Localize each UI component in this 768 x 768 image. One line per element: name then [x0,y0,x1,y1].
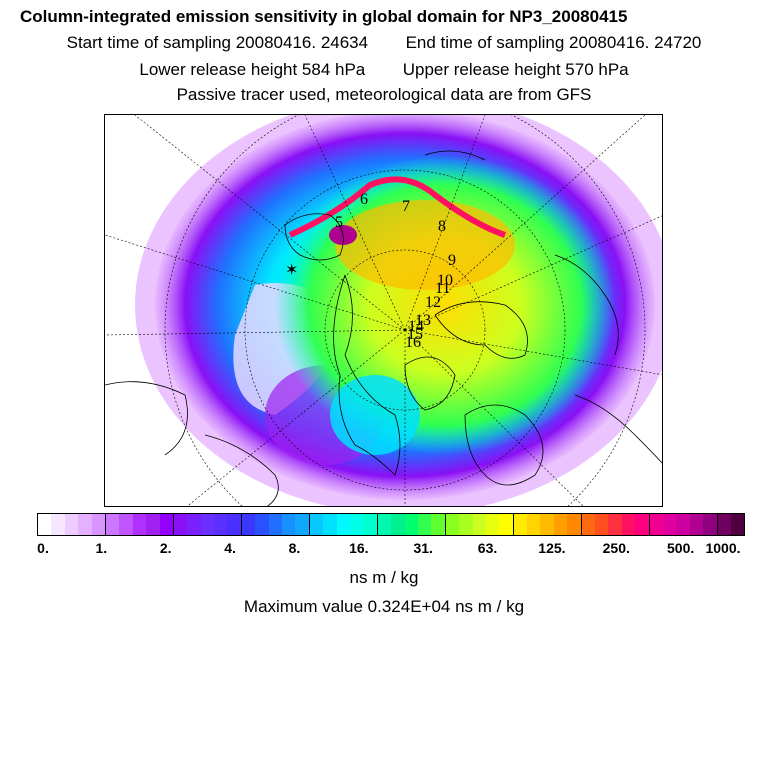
colorbar-swatch [635,514,650,535]
track-label-7: 7 [402,198,410,215]
colorbar-swatch [431,514,446,535]
track-label-13: 13 [415,312,431,329]
colorbar-tick-label: 0. [37,540,49,556]
colorbar-swatch [485,514,500,535]
colorbar-swatch [132,514,147,535]
colorbar-swatch [377,514,392,535]
maximum-value: Maximum value 0.324E+04 ns m / kg [243,597,525,616]
colorbar-unit: ns m / kg [349,568,419,587]
colorbar-swatch [404,514,418,535]
track-label-9: 9 [448,252,456,269]
colorbar-swatch [730,514,745,535]
track-label-14: 14 [408,318,424,335]
sampling-times: Start time of sampling 20080416. 24634 E… [0,33,768,53]
lower-release-label: Lower release height 584 hPa [139,60,366,79]
colorbar-swatch [553,514,568,535]
colorbar-tick-label: 4. [224,540,236,556]
track-label-6: 6 [360,191,368,208]
colorbar-swatch [336,514,350,535]
track-label-10: 10 [437,272,453,289]
colorbar-swatch [78,514,92,535]
colorbar-swatch [703,514,718,535]
colorbar-swatch [227,514,242,535]
track-label-15: 15 [407,326,423,343]
trajectory-arc [288,176,506,238]
colorbar-tick-label: 2. [159,540,172,556]
coastlines [105,150,662,506]
colorbar-swatch [499,514,514,535]
colorbar-swatch [173,514,188,535]
colorbar-swatch [349,514,364,535]
cyan-region [330,375,420,455]
colorbar-swatch [38,514,52,535]
track-label-12: 12 [425,294,441,311]
colorbar-swatch [581,514,596,535]
colorbar-swatch [64,514,79,535]
track-label-8: 8 [438,218,446,235]
colorbar-swatch [200,514,215,535]
track-label-16: 16 [405,334,421,351]
colorbar-swatch [540,514,554,535]
colorbar-swatch [119,514,133,535]
graticule [105,115,662,506]
colorbar-tick-label: 16. [349,540,369,556]
upper-release-label: Upper release height 570 hPa [402,60,629,79]
colorbar-swatch [676,514,690,535]
colorbar-swatch [309,514,324,535]
start-time-label: Start time of sampling 20080416. 24634 [66,33,369,52]
colorbar-swatch [391,514,405,535]
colorbar-swatch [608,514,622,535]
colorbar-swatch [513,514,528,535]
colorbar-swatch [717,514,731,535]
colorbar-swatch [621,514,636,535]
colorbar-swatch [459,514,473,535]
track-label-5: 5 [335,214,343,231]
colorbar-tick-label: 1. [95,540,108,556]
release-point-marker: ✶ [285,262,298,279]
orange-band [335,200,515,290]
colorbar-swatch [595,514,609,535]
colorbar-swatch [91,514,106,535]
tracer-note: Passive tracer used, meteorological data… [176,85,592,104]
page-title: Column-integrated emission sensitivity i… [20,7,628,26]
colorbar-swatch [527,514,541,535]
colorbar [37,513,745,536]
end-time-label: End time of sampling 20080416. 24720 [405,33,702,52]
colorbar-swatch [363,514,378,535]
colorbar-swatch [567,514,582,535]
emission-sensitivity-map: 5 6 7 8 9 10 11 12 13 14 15 16 ✶ [104,114,663,507]
map-canvas: 5 6 7 8 9 10 11 12 13 14 15 16 ✶ [105,115,662,506]
colorbar-tick-label: 1000. [705,540,741,556]
colorbar-swatch [472,514,486,535]
colorbar-tick-label: 63. [477,540,498,556]
track-label-11: 11 [435,280,450,297]
colorbar-swatch [649,514,663,535]
colorbar-swatch [445,514,460,535]
colorbar-tick-label: 8. [288,540,301,556]
colorbar-swatch [187,514,201,535]
colorbar-tick-label: 250. [602,540,630,556]
colorbar-swatch [323,514,337,535]
colorbar-swatch [268,514,283,535]
colorbar-swatch [159,514,174,535]
trajectory-labels: 5 6 7 8 9 10 11 12 13 14 15 16 [335,191,456,351]
colorbar-tick-label: 31. [413,540,433,556]
colorbar-swatch [295,514,310,535]
colorbar-swatch [662,514,677,535]
colorbar-tick-label: 125. [538,540,566,556]
colorbar-swatch [255,514,269,535]
colorbar-swatch [282,514,296,535]
release-heights: Lower release height 584 hPa Upper relea… [0,60,768,80]
colorbar-swatch [241,514,256,535]
colorbar-tick-label: 500. [667,540,695,556]
colorbar-swatch [146,514,160,535]
colorbar-swatch [105,514,120,535]
colorbar-swatch [51,514,65,535]
colorbar-swatch [417,514,432,535]
colorbar-swatch [214,514,228,535]
colorbar-swatch [689,514,704,535]
